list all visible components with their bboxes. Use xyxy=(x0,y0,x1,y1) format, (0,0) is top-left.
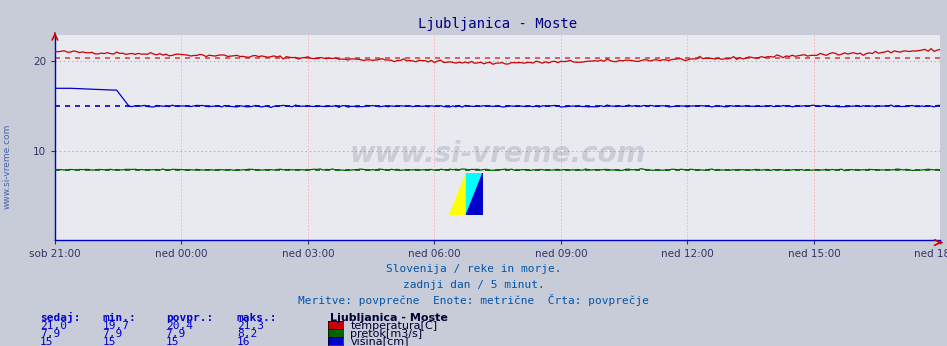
Text: min.:: min.: xyxy=(102,313,136,323)
Text: sedaj:: sedaj: xyxy=(40,312,80,323)
Text: 20,4: 20,4 xyxy=(166,321,193,331)
Text: www.si-vreme.com: www.si-vreme.com xyxy=(349,140,646,168)
Text: 15: 15 xyxy=(102,337,116,346)
Text: temperatura[C]: temperatura[C] xyxy=(350,321,438,331)
Text: 15: 15 xyxy=(40,337,53,346)
Title: Ljubljanica - Moste: Ljubljanica - Moste xyxy=(418,17,578,31)
Text: maks.:: maks.: xyxy=(237,313,277,323)
Text: 7,9: 7,9 xyxy=(166,329,186,339)
Text: pretok[m3/s]: pretok[m3/s] xyxy=(350,329,422,339)
Text: Meritve: povprečne  Enote: metrične  Črta: povprečje: Meritve: povprečne Enote: metrične Črta:… xyxy=(298,294,649,306)
Text: 21,3: 21,3 xyxy=(237,321,264,331)
Text: zadnji dan / 5 minut.: zadnji dan / 5 minut. xyxy=(402,280,545,290)
Text: 8,2: 8,2 xyxy=(237,329,257,339)
Text: 21,0: 21,0 xyxy=(40,321,67,331)
Text: povpr.:: povpr.: xyxy=(166,313,213,323)
Text: 19,7: 19,7 xyxy=(102,321,130,331)
Text: 15: 15 xyxy=(166,337,179,346)
Text: www.si-vreme.com: www.si-vreme.com xyxy=(3,124,12,209)
Text: 7,9: 7,9 xyxy=(102,329,122,339)
Text: 16: 16 xyxy=(237,337,250,346)
Text: 7,9: 7,9 xyxy=(40,329,60,339)
Text: Ljubljanica - Moste: Ljubljanica - Moste xyxy=(330,313,447,323)
Polygon shape xyxy=(466,173,483,215)
Text: Slovenija / reke in morje.: Slovenija / reke in morje. xyxy=(385,264,562,274)
Polygon shape xyxy=(466,173,483,215)
Polygon shape xyxy=(450,173,466,215)
Text: višina[cm]: višina[cm] xyxy=(350,337,409,346)
